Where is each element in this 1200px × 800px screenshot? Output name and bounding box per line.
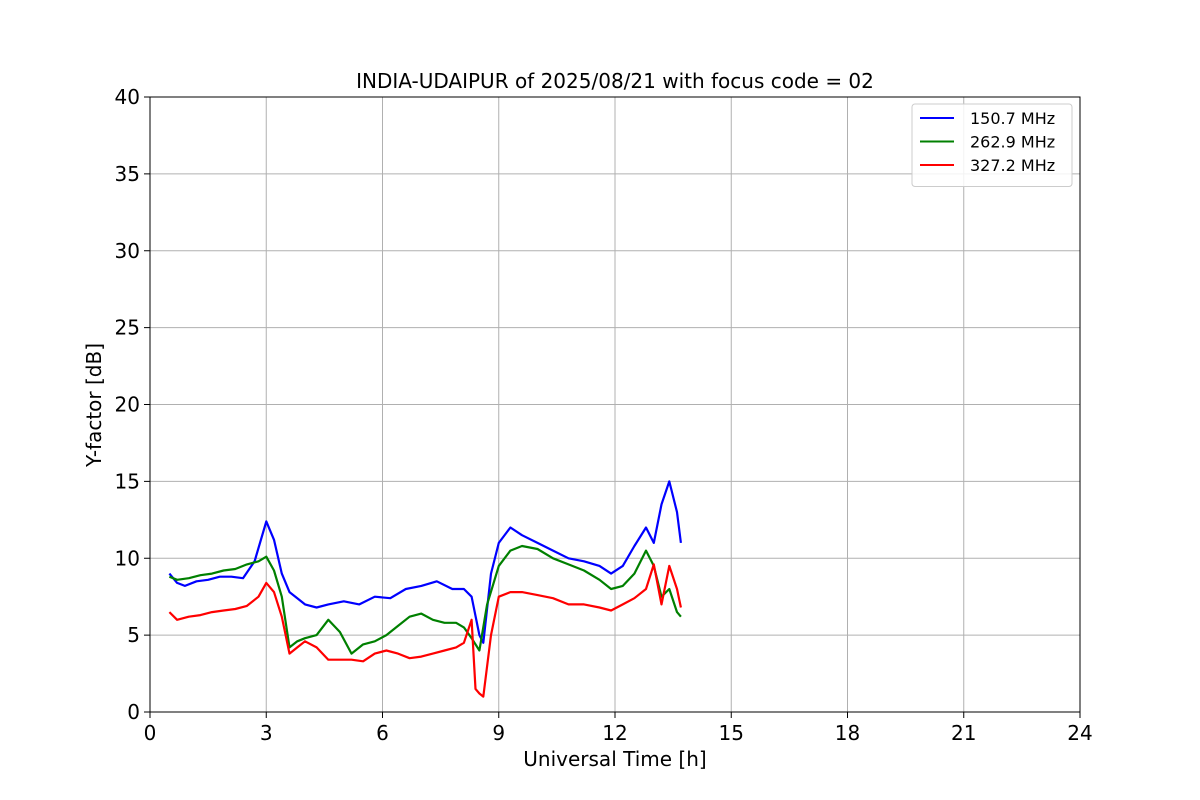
series-layer bbox=[168, 480, 682, 698]
series-line-327-2-mhz bbox=[168, 563, 682, 698]
y-axis-ticks: 0 5 10 15 20 25 30 35 40 bbox=[115, 85, 150, 724]
x-tick-label: 12 bbox=[602, 721, 627, 745]
y-tick-label: 40 bbox=[115, 85, 140, 109]
x-tick-label: 18 bbox=[835, 721, 860, 745]
x-tick-label: 24 bbox=[1067, 721, 1092, 745]
y-tick-label: 5 bbox=[127, 623, 140, 647]
y-tick-label: 10 bbox=[115, 546, 140, 570]
x-tick-label: 3 bbox=[260, 721, 273, 745]
x-tick-label: 21 bbox=[951, 721, 976, 745]
y-tick-label: 30 bbox=[115, 239, 140, 263]
legend-label: 262.9 MHz bbox=[970, 133, 1055, 152]
x-tick-label: 0 bbox=[144, 721, 157, 745]
series-line-262-9-mhz bbox=[168, 544, 682, 655]
y-tick-label: 25 bbox=[115, 316, 140, 340]
y-tick-label: 15 bbox=[115, 469, 140, 493]
x-axis-ticks: 0 3 6 9 12 15 18 21 24 bbox=[144, 712, 1093, 745]
x-axis-label: Universal Time [h] bbox=[523, 747, 706, 771]
chart-title: INDIA-UDAIPUR of 2025/08/21 with focus c… bbox=[356, 69, 874, 93]
y-tick-label: 35 bbox=[115, 162, 140, 186]
legend: 150.7 MHz 262.9 MHz 327.2 MHz bbox=[911, 103, 1073, 187]
y-axis-label: Y-factor [dB] bbox=[82, 343, 106, 468]
x-tick-label: 15 bbox=[719, 721, 744, 745]
series-line-150-7-mhz bbox=[168, 480, 682, 644]
y-tick-label: 0 bbox=[127, 700, 140, 724]
x-tick-label: 6 bbox=[376, 721, 389, 745]
legend-label: 150.7 MHz bbox=[970, 109, 1055, 128]
legend-label: 327.2 MHz bbox=[970, 156, 1055, 175]
y-tick-label: 20 bbox=[115, 393, 140, 417]
x-tick-label: 9 bbox=[492, 721, 505, 745]
